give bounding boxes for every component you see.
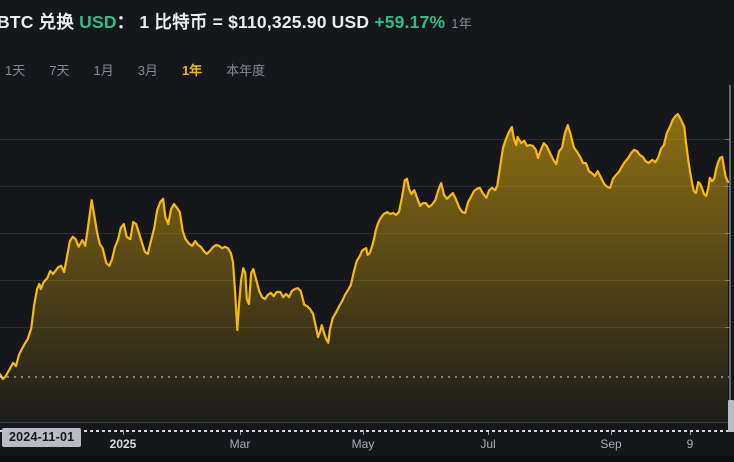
tab-range-1[interactable]: 1天 (5, 63, 26, 78)
axis-tickmark (488, 430, 489, 435)
start-price-baseline (0, 376, 729, 378)
right-axis-tick (725, 186, 730, 187)
base-currency: BTC (0, 12, 34, 32)
change-percent: +59.17% (374, 12, 446, 32)
axis-tick-label: 2025 (109, 437, 137, 451)
axis-tick-label: Jul (480, 437, 496, 451)
range-tabs: 1天 7天 1月 3月 1年 本年度 (5, 60, 265, 79)
quote-currency: USD (79, 12, 117, 32)
price-line (0, 113, 730, 381)
time-axis-dotted-line[interactable] (0, 430, 734, 432)
tab-range-5[interactable]: 1年 (181, 63, 203, 78)
tab-range-3[interactable]: 1月 (93, 63, 114, 78)
gridline (0, 327, 729, 328)
axis-tickmark (690, 430, 691, 435)
axis-tickmark (240, 430, 241, 435)
rate-equation: ： 1 比特币 = $110,325.90 USD (116, 12, 375, 32)
tab-range-4[interactable]: 3月 (137, 63, 158, 78)
range-start-date-badge[interactable]: 2024-11-01 (2, 428, 82, 447)
axis-tick-label: May (351, 437, 375, 451)
axis-tick-label: 9 (686, 437, 694, 451)
plot-bottom-border (0, 422, 734, 423)
axis-tick-label: Sep (600, 437, 622, 451)
right-price-axis-line (729, 85, 731, 422)
page-title: BTC 兑换 USD： 1 比特币 = $110,325.90 USD +59.… (0, 9, 472, 34)
gridline (0, 280, 729, 281)
axis-tick-label: Mar (229, 437, 251, 451)
tab-range-6[interactable]: 本年度 (226, 63, 266, 78)
right-axis-tick (725, 327, 730, 328)
exchange-word: 兑换 (33, 12, 80, 32)
tab-range-2[interactable]: 7天 (49, 63, 70, 78)
right-axis-tick (725, 139, 730, 140)
bottom-edge (0, 456, 734, 462)
right-axis-tick (725, 280, 730, 281)
range-note: 1年 (451, 16, 472, 31)
axis-tickmark (363, 430, 364, 435)
axis-tickmark (611, 430, 612, 435)
range-right-handle[interactable] (728, 400, 734, 432)
gridline (0, 186, 729, 187)
right-axis-tick (725, 233, 730, 234)
gridline (0, 233, 729, 234)
axis-tickmark (123, 430, 124, 435)
gridline (0, 139, 729, 140)
